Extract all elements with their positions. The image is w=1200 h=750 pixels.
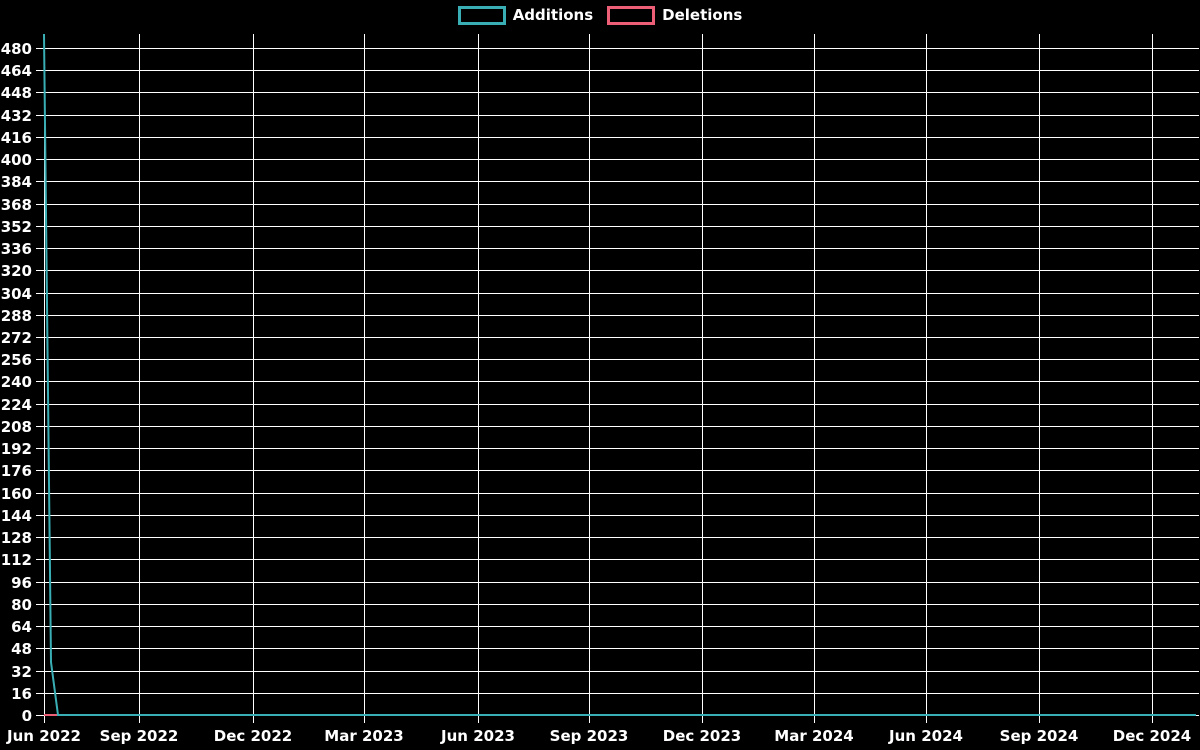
- y-tick-label: 432: [1, 107, 32, 125]
- y-tick-label: 464: [1, 62, 32, 80]
- x-tick-label: Sep 2023: [550, 727, 629, 745]
- x-tick-label: Jun 2022: [6, 727, 81, 745]
- y-tick-label: 208: [1, 418, 32, 436]
- y-tick-label: 352: [1, 218, 32, 236]
- y-tick-label: 0: [22, 707, 32, 725]
- y-tick-label: 256: [1, 351, 32, 369]
- y-tick-label: 160: [1, 485, 32, 503]
- y-tick-label: 368: [1, 196, 32, 214]
- y-tick-label: 112: [1, 551, 32, 569]
- y-tick-label: 304: [1, 285, 32, 303]
- legend-item-additions[interactable]: Additions: [457, 6, 594, 25]
- additions-swatch: [457, 6, 506, 25]
- legend-label-deletions: Deletions: [662, 6, 743, 24]
- x-tick-label: Dec 2023: [663, 727, 742, 745]
- x-tick-label: Dec 2022: [214, 727, 293, 745]
- deletions-swatch: [607, 6, 656, 25]
- series-line-additions: [43, 33, 1196, 716]
- y-tick-label: 320: [1, 262, 32, 280]
- chart-legend: Additions Deletions: [0, 6, 1200, 25]
- y-tick-label: 48: [11, 640, 32, 658]
- x-tick-label: Sep 2024: [1000, 727, 1079, 745]
- y-tick-label: 400: [1, 151, 32, 169]
- y-tick-label: 272: [1, 329, 32, 347]
- y-tick-label: 64: [11, 618, 32, 636]
- y-tick-label: 176: [1, 462, 32, 480]
- x-tick-label: Jun 2024: [888, 727, 963, 745]
- x-tick-label: Jun 2023: [440, 727, 515, 745]
- y-tick-label: 224: [1, 396, 32, 414]
- y-tick-label: 480: [1, 40, 32, 58]
- x-tick-label: Dec 2024: [1113, 727, 1192, 745]
- y-tick-label: 416: [1, 129, 32, 147]
- legend-label-additions: Additions: [512, 6, 594, 24]
- y-tick-label: 144: [1, 507, 32, 525]
- x-tick-label: Sep 2022: [100, 727, 179, 745]
- y-tick-label: 80: [11, 596, 32, 614]
- legend-item-deletions[interactable]: Deletions: [607, 6, 742, 25]
- y-tick-label: 32: [11, 663, 32, 681]
- x-tick-label: Mar 2024: [774, 727, 853, 745]
- y-tick-label: 288: [1, 307, 32, 325]
- y-tick-label: 384: [1, 173, 32, 191]
- y-tick-label: 128: [1, 529, 32, 547]
- y-tick-label: 192: [1, 440, 32, 458]
- y-tick-label: 16: [11, 685, 32, 703]
- y-tick-label: 336: [1, 240, 32, 258]
- y-tick-label: 448: [1, 84, 32, 102]
- y-tick-label: 240: [1, 373, 32, 391]
- y-tick-label: 96: [11, 574, 32, 592]
- x-tick-label: Mar 2023: [324, 727, 403, 745]
